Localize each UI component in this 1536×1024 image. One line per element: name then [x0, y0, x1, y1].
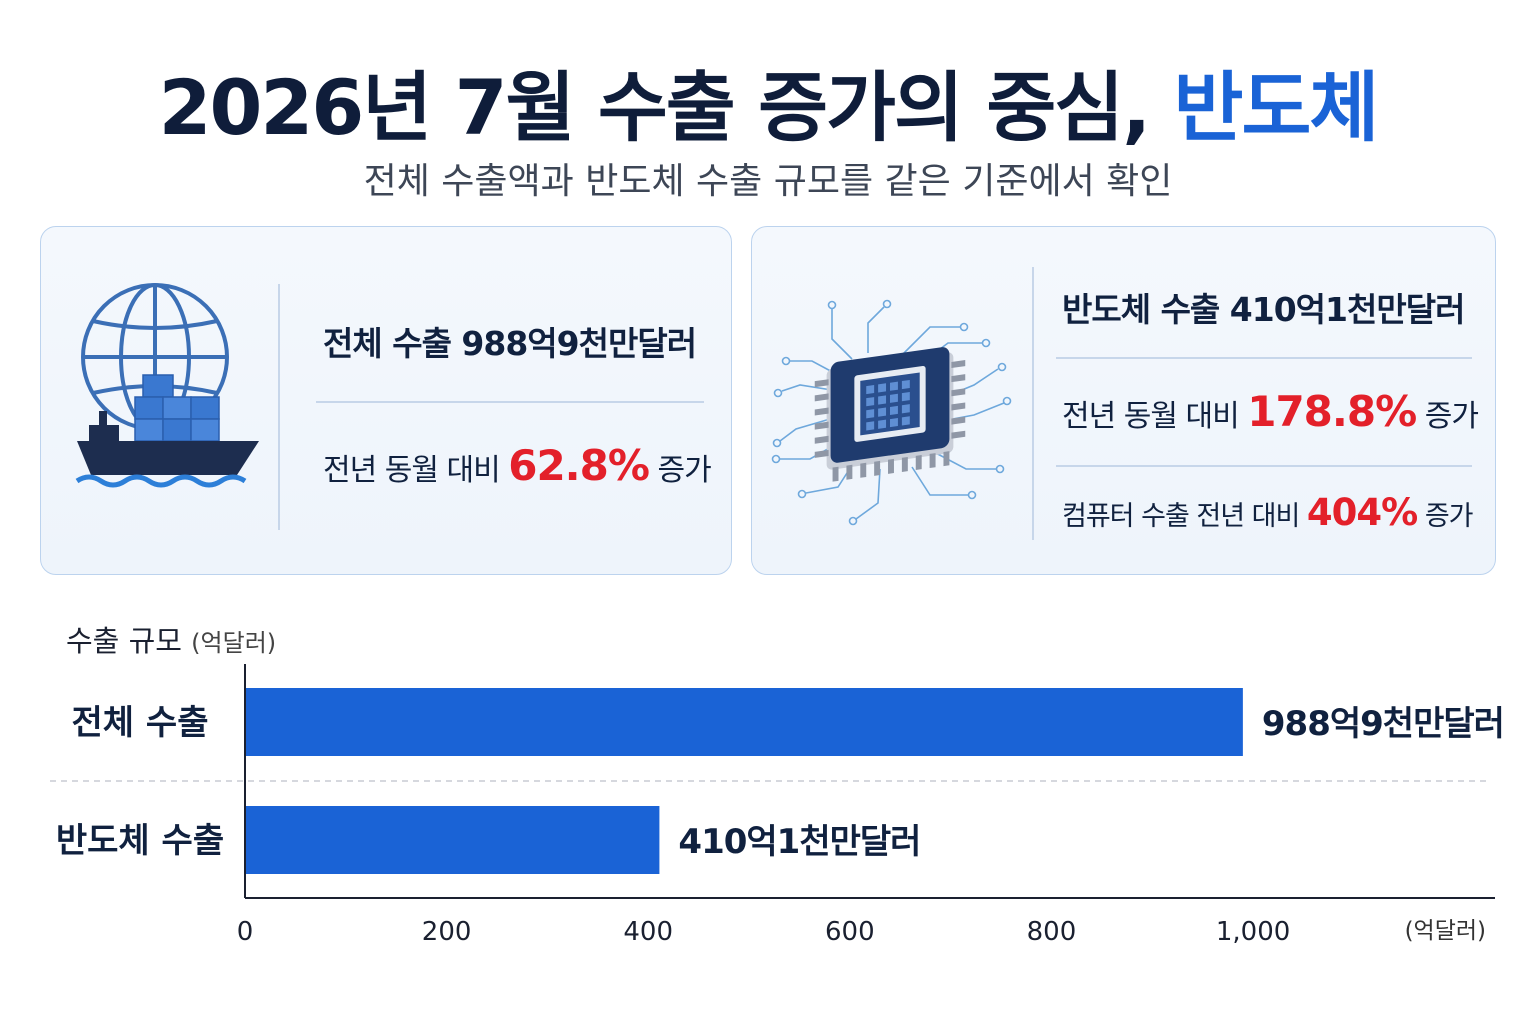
- x-tick-label: 200: [422, 917, 472, 947]
- computer-yoy-prefix: 컴퓨터 수출 전년 대비: [1062, 501, 1300, 532]
- semi-yoy-value: 178.8%: [1247, 387, 1417, 436]
- x-tick-label: 0: [237, 917, 254, 947]
- chart-ylabel: 수출 규모 (억달러): [66, 618, 276, 660]
- x-tick-label: 600: [825, 917, 875, 947]
- category-label: 전체 수출: [72, 703, 209, 743]
- semi-export-headline: 반도체 수출 410억1천만달러: [1062, 290, 1465, 329]
- bar: [246, 688, 1243, 756]
- chart-ylabel-unit: (억달러): [191, 629, 277, 657]
- bar: [246, 806, 660, 874]
- total-yoy-prefix: 전년 동월 대비: [323, 453, 501, 488]
- computer-yoy-line: 컴퓨터 수출 전년 대비 404% 증가: [1062, 491, 1473, 534]
- x-tick-label: 800: [1027, 917, 1077, 947]
- card-separator: [1056, 357, 1472, 359]
- x-tick-label: 400: [623, 917, 673, 947]
- x-tick-label: 1,000: [1216, 917, 1290, 947]
- page-subtitle: 전체 수출액과 반도체 수출 규모를 같은 기준에서 확인: [363, 161, 1173, 202]
- semi-yoy-prefix: 전년 동월 대비: [1062, 399, 1240, 434]
- title-accent: 반도체: [1173, 63, 1380, 152]
- total-export-headline: 전체 수출 988억9천만달러: [323, 324, 697, 363]
- card-separator: [1056, 465, 1472, 467]
- total-yoy-value: 62.8%: [508, 441, 650, 490]
- semiconductor-export-card: 반도체 수출 410억1천만달러 전년 동월 대비 178.8% 증가 컴퓨터 …: [751, 226, 1496, 575]
- card-divider: [278, 284, 280, 530]
- card-divider: [1032, 267, 1034, 540]
- computer-yoy-value: 404%: [1306, 491, 1418, 534]
- page-title: 2026년 7월 수출 증가의 중심, 반도체: [0, 46, 1536, 156]
- total-yoy-line: 전년 동월 대비 62.8% 증가: [323, 441, 712, 490]
- chart-ylabel-title: 수출 규모: [66, 624, 182, 658]
- semi-yoy-line: 전년 동월 대비 178.8% 증가: [1062, 387, 1479, 436]
- microchip-icon: [760, 281, 1020, 535]
- total-export-card: 전체 수출 988억9천만달러 전년 동월 대비 62.8% 증가: [40, 226, 732, 575]
- x-unit-label: (억달러): [1405, 918, 1486, 944]
- total-yoy-suffix: 증가: [657, 453, 712, 488]
- computer-yoy-suffix: 증가: [1424, 501, 1474, 532]
- category-label: 반도체 수출: [56, 821, 224, 861]
- card-separator: [316, 401, 704, 403]
- cargo-ship-globe-icon: [75, 279, 265, 493]
- title-main: 2026년 7월 수출 증가의 중심,: [158, 63, 1151, 152]
- semi-yoy-suffix: 증가: [1424, 399, 1479, 434]
- data-label: 988억9천만달러: [1262, 704, 1504, 744]
- data-label: 410억1천만달러: [678, 822, 920, 862]
